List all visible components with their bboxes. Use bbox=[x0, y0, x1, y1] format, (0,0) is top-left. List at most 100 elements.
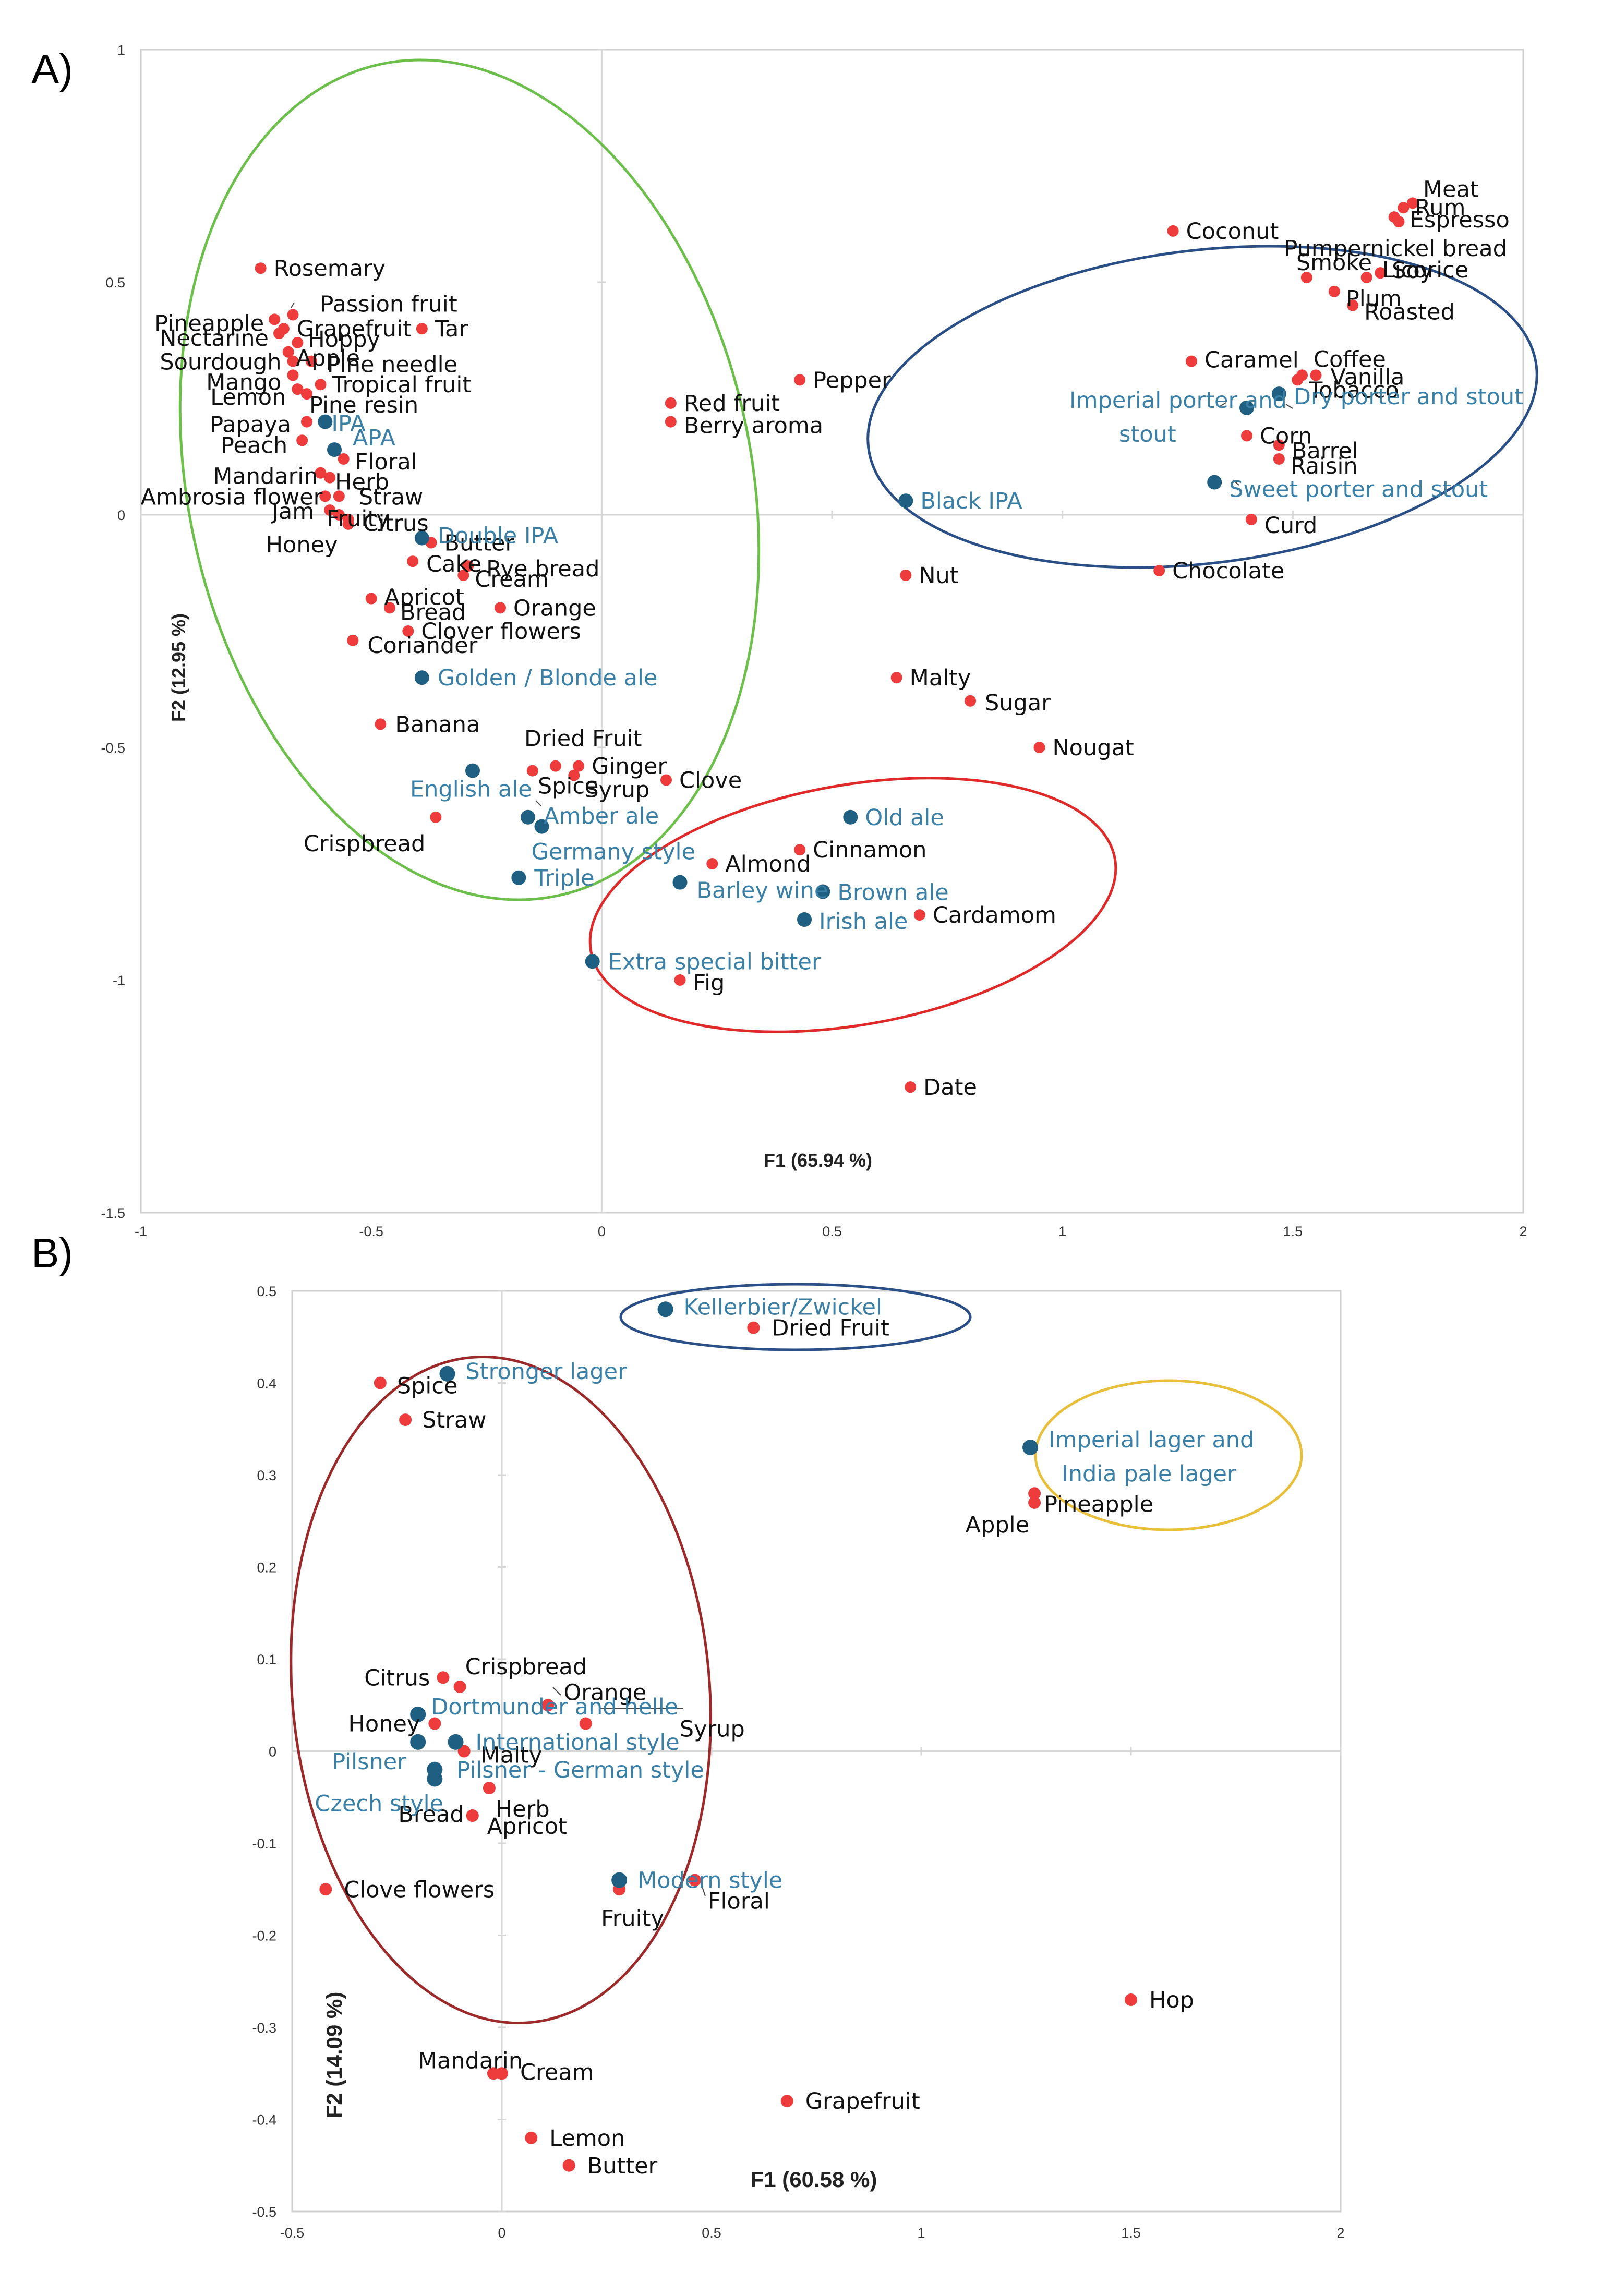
label-cream: Cream bbox=[475, 566, 548, 593]
label-rosemary: Rosemary bbox=[274, 256, 386, 282]
point-dortmunder-and-helle bbox=[410, 1706, 426, 1722]
panel-a-plot-border bbox=[140, 49, 1524, 1214]
point-sweet-porter-and-stout bbox=[1207, 475, 1222, 490]
point-peach bbox=[296, 434, 308, 446]
point-brown-ale bbox=[815, 884, 830, 899]
point-rum bbox=[1398, 202, 1410, 214]
label-barley-wine: Barley wine bbox=[697, 878, 828, 904]
point-black-ipa bbox=[898, 493, 913, 509]
point-cream bbox=[496, 2067, 508, 2080]
y-tick-label: 0.2 bbox=[257, 1560, 276, 1576]
label-double-ipa: Double IPA bbox=[438, 523, 559, 549]
point-raisin bbox=[1273, 453, 1285, 465]
label-mandarin: Mandarin bbox=[418, 2048, 523, 2074]
x-tick-label: 0.5 bbox=[702, 2225, 721, 2241]
y-tick-label: -0.1 bbox=[252, 1836, 276, 1852]
label-barrel: Barrel bbox=[1292, 438, 1358, 464]
label-straw: Straw bbox=[359, 484, 423, 510]
label-mandarin: Mandarin bbox=[213, 464, 318, 490]
y-tick-label: -0.2 bbox=[252, 1928, 276, 1944]
point-apricot bbox=[365, 593, 377, 605]
label-dry-porter-and-stout: Dry porter and stout bbox=[1294, 384, 1523, 410]
label-cardamom: Cardamom bbox=[933, 902, 1056, 928]
label-berry-aroma: Berry aroma bbox=[684, 413, 823, 439]
point-hoppy bbox=[292, 336, 304, 348]
label-butter: Butter bbox=[444, 530, 515, 557]
x-tick-label: 0.5 bbox=[822, 1224, 842, 1239]
ellipse-ale-green bbox=[178, 58, 761, 901]
point-fruity bbox=[333, 509, 345, 521]
label-apricot: Apricot bbox=[487, 1814, 567, 1840]
point-syrup bbox=[568, 769, 580, 781]
label-citrus: Citrus bbox=[363, 511, 429, 537]
label-cake: Cake bbox=[426, 551, 481, 577]
label-sugar: Sugar bbox=[985, 690, 1051, 716]
point-red-fruit bbox=[665, 397, 677, 409]
label-tropical-fruit: Tropical fruit bbox=[332, 372, 472, 398]
label-syrup: Syrup bbox=[680, 1717, 745, 1743]
panel-a-y-axis-title: F2 (12.95 %) bbox=[168, 613, 189, 722]
label-nectarine: Nectarine bbox=[160, 325, 269, 352]
label-jam: Jam bbox=[270, 499, 314, 525]
point-plum bbox=[1328, 285, 1340, 297]
panel-a-zero-axes bbox=[140, 49, 1524, 1214]
point-berry-aroma bbox=[665, 416, 677, 428]
point-rosemary bbox=[255, 262, 267, 274]
label-orange: Orange bbox=[513, 595, 596, 621]
point-vanilla bbox=[1310, 369, 1322, 381]
point-jam bbox=[324, 504, 336, 516]
point-floral bbox=[688, 1874, 701, 1887]
leader-line bbox=[1285, 404, 1293, 409]
label-almond: Almond bbox=[725, 851, 811, 877]
label-old-ale: Old ale bbox=[865, 805, 944, 831]
label-apple: Apple bbox=[296, 345, 360, 371]
leader-line bbox=[535, 800, 541, 806]
label-nut: Nut bbox=[919, 563, 958, 589]
point-crispbread bbox=[453, 1680, 466, 1693]
label-butter: Butter bbox=[587, 2153, 658, 2179]
point-pilsner bbox=[410, 1734, 426, 1750]
point-sugar bbox=[965, 695, 976, 707]
x-tick-label: 2 bbox=[1336, 2225, 1344, 2241]
label-red-fruit: Red fruit bbox=[684, 391, 780, 417]
panel-b-point-labels: Dried Fruit Spice Straw Pineapple Apple Citru… bbox=[315, 1294, 1254, 2179]
label-dortmunder-and-helle: Dortmunder and helle bbox=[431, 1694, 678, 1720]
label-dried-fruit: Dried Fruit bbox=[524, 726, 642, 752]
point-straw bbox=[399, 1413, 412, 1427]
point-crispbread bbox=[430, 811, 442, 823]
y-tick-label: -0.4 bbox=[252, 2112, 276, 2128]
point-dry-porter-and-stout bbox=[1271, 386, 1286, 402]
label-imperial-porter-and-stout-line-1: Imperial porter and bbox=[1069, 388, 1287, 414]
point-fig bbox=[674, 974, 686, 986]
point-lemon bbox=[525, 2131, 538, 2144]
label-tar: Tar bbox=[435, 316, 468, 342]
y-tick-label: -0.5 bbox=[101, 740, 125, 756]
label-apricot: Apricot bbox=[384, 585, 464, 611]
label-czech-style: Czech style bbox=[315, 1791, 443, 1817]
point-english-ale bbox=[465, 763, 480, 778]
label-plum: Plum bbox=[1346, 286, 1402, 312]
point-barley-wine bbox=[672, 875, 688, 890]
label-lemon: Lemon bbox=[210, 384, 286, 410]
panel-a-points bbox=[255, 197, 1418, 1093]
point-honey bbox=[428, 1717, 441, 1730]
panel-b-letter: B) bbox=[31, 1230, 73, 1276]
label-espresso: Espresso bbox=[1410, 207, 1510, 233]
point-dried-fruit bbox=[550, 760, 561, 772]
label-international-style: International style bbox=[476, 1730, 680, 1756]
point-tropical-fruit bbox=[315, 379, 327, 391]
y-tick-label: 0.4 bbox=[257, 1376, 276, 1392]
point-ginger bbox=[573, 760, 585, 772]
point-caramel bbox=[1186, 355, 1197, 367]
point-papaya bbox=[301, 416, 312, 428]
point-nougat bbox=[1033, 742, 1045, 753]
label-roasted: Roasted bbox=[1364, 299, 1455, 325]
point-mango bbox=[287, 369, 299, 381]
point-pumpernickel-bread bbox=[1393, 216, 1405, 228]
point-date bbox=[905, 1081, 917, 1093]
point-chocolate bbox=[1153, 565, 1165, 577]
label-peach: Peach bbox=[221, 432, 287, 458]
label-corn: Corn bbox=[1260, 423, 1312, 449]
label-floral: Floral bbox=[708, 1889, 770, 1915]
x-tick-label: 2 bbox=[1519, 1224, 1527, 1239]
